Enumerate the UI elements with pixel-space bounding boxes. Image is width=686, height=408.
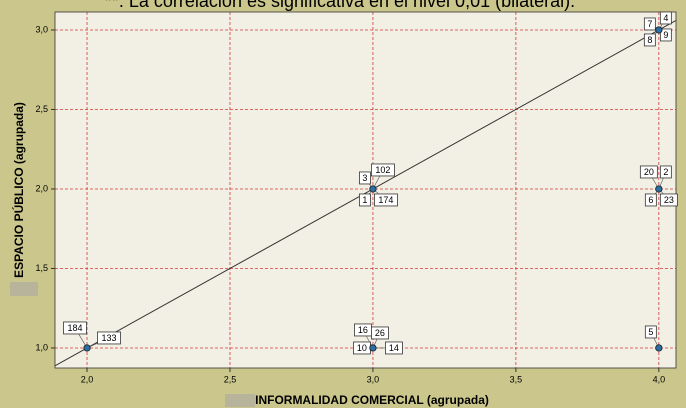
- x-tick-label: 2,0: [81, 374, 94, 384]
- point-label: 4: [663, 13, 668, 23]
- point: [369, 185, 377, 193]
- label-box: [643, 33, 656, 47]
- y-tick-label: 1,0: [35, 342, 48, 352]
- label-box: [371, 163, 395, 177]
- label-box: [359, 171, 371, 185]
- label-box: [643, 17, 656, 31]
- y-tick-label: 2,0: [35, 183, 48, 193]
- x-tick-label: 3,5: [510, 374, 523, 384]
- point-label: 7: [647, 19, 652, 29]
- point-label: 133: [102, 333, 117, 343]
- point-label: 10: [357, 343, 367, 353]
- point-label: 16: [358, 325, 368, 335]
- label-box: [659, 11, 672, 25]
- point-label: 26: [375, 328, 385, 338]
- point-label: 5: [648, 327, 653, 337]
- point: [369, 344, 377, 352]
- y-axis-label: ESPACIO PÚBLICO (agrupada): [11, 102, 26, 278]
- label-box: [359, 193, 371, 207]
- fit-line: [54, 19, 677, 367]
- point-label: 3: [362, 173, 367, 183]
- point: [83, 344, 91, 352]
- chart-title: **. La correlación es significativa en e…: [105, 0, 575, 11]
- point-label: 1: [362, 195, 367, 205]
- point-label: 184: [68, 323, 83, 333]
- label-box: [385, 341, 403, 355]
- label-box: [63, 321, 87, 335]
- point-label: 23: [664, 195, 674, 205]
- label-box: [97, 331, 121, 345]
- x-axis-label: INFORMALIDAD COMERCIAL (agrupada): [255, 393, 489, 407]
- point: [655, 185, 663, 193]
- point-label: 6: [648, 195, 653, 205]
- y-tick-label: 1,5: [35, 263, 48, 273]
- legend-swatch: [225, 394, 255, 407]
- plot-area: [55, 12, 676, 368]
- label-box: [659, 165, 672, 179]
- point-label: 174: [378, 195, 393, 205]
- label-box: [374, 193, 398, 207]
- point-label: 14: [389, 343, 399, 353]
- point-label: 8: [647, 35, 652, 45]
- point-label: 102: [375, 165, 390, 175]
- y-tick-label: 2,5: [35, 104, 48, 114]
- label-box: [644, 325, 657, 339]
- x-tick-label: 2,5: [224, 374, 237, 384]
- point: [655, 344, 663, 352]
- x-tick-label: 4,0: [653, 374, 666, 384]
- legend-swatch: [10, 282, 38, 296]
- plot-border: [54, 11, 677, 369]
- point-label: 2: [663, 167, 668, 177]
- label-box: [659, 193, 678, 207]
- point-label: 20: [644, 167, 654, 177]
- label-box: [644, 193, 657, 207]
- label-box: [639, 165, 658, 179]
- y-tick-label: 3,0: [35, 24, 48, 34]
- point-label: 9: [663, 30, 668, 40]
- point: [655, 26, 663, 34]
- x-tick-label: 3,0: [367, 374, 380, 384]
- label-box: [659, 28, 672, 42]
- label-box: [371, 326, 389, 340]
